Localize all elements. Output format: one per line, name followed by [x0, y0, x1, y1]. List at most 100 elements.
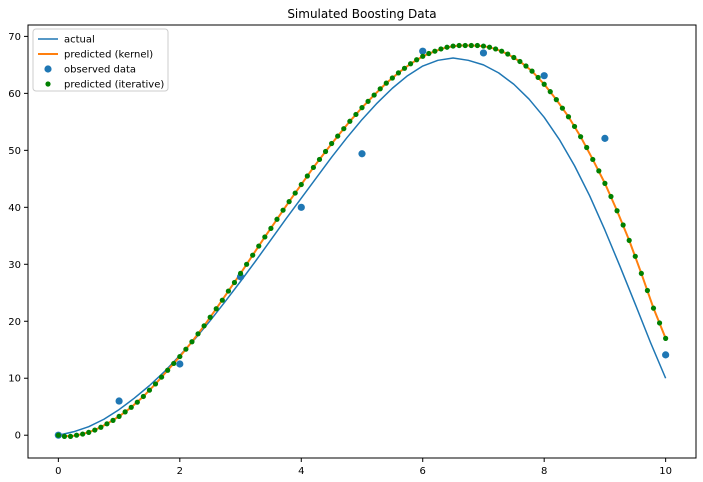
point-predicted-iterative	[626, 237, 632, 243]
point-predicted-iterative	[486, 44, 493, 50]
point-observed-data	[176, 360, 184, 368]
point-predicted-iterative	[383, 80, 389, 86]
point-predicted-iterative	[292, 190, 298, 196]
point-predicted-iterative	[219, 297, 225, 303]
point-predicted-iterative	[365, 98, 371, 104]
point-predicted-iterative	[347, 118, 353, 124]
point-predicted-iterative	[322, 148, 329, 155]
point-predicted-iterative	[656, 320, 663, 326]
y-tick-label: 0	[15, 431, 21, 442]
x-tick-label: 0	[55, 466, 61, 477]
point-observed-data	[479, 49, 488, 57]
point-predicted-iterative	[644, 287, 651, 294]
point-predicted-iterative	[389, 75, 395, 81]
point-predicted-iterative	[432, 48, 438, 54]
point-predicted-iterative	[596, 168, 602, 174]
legend-label-predicted-iterative: predicted (iterative)	[64, 80, 164, 91]
point-predicted-iterative	[584, 144, 590, 151]
legend-label-observed-data: observed data	[64, 65, 136, 76]
point-predicted-iterative	[110, 417, 116, 423]
point-predicted-iterative	[529, 68, 535, 74]
point-predicted-iterative	[244, 261, 250, 267]
point-predicted-iterative	[474, 42, 480, 49]
point-observed-data	[297, 203, 305, 211]
point-predicted-iterative	[444, 44, 450, 50]
point-observed-data	[601, 134, 609, 142]
point-predicted-iterative	[310, 164, 317, 171]
point-predicted-iterative	[371, 92, 377, 98]
point-predicted-iterative	[177, 353, 183, 360]
y-tick-label: 30	[8, 260, 21, 271]
point-predicted-iterative	[456, 42, 462, 49]
point-observed-data	[540, 72, 548, 80]
legend-label-actual: actual	[64, 35, 95, 46]
point-predicted-iterative	[67, 433, 74, 439]
point-predicted-iterative	[98, 424, 104, 430]
point-predicted-iterative	[256, 243, 262, 249]
legend-label-predicted-kernel: predicted (kernel)	[64, 50, 153, 61]
point-predicted-iterative	[140, 393, 146, 400]
point-predicted-iterative	[462, 42, 468, 49]
point-observed-data	[419, 47, 427, 55]
point-predicted-iterative	[201, 323, 207, 329]
point-predicted-iterative	[146, 387, 153, 393]
point-predicted-iterative	[638, 270, 644, 277]
point-predicted-iterative	[468, 42, 474, 49]
point-predicted-iterative	[565, 114, 572, 120]
x-tick-label: 8	[541, 466, 547, 477]
legend-swatch-observed-data	[44, 65, 52, 73]
point-predicted-iterative	[61, 433, 68, 439]
y-tick-label: 50	[8, 146, 21, 157]
point-predicted-iterative	[420, 53, 426, 59]
point-predicted-iterative	[407, 61, 414, 67]
point-predicted-iterative	[195, 331, 201, 337]
point-predicted-iterative	[128, 404, 134, 410]
point-predicted-iterative	[602, 180, 608, 186]
point-predicted-iterative	[614, 208, 620, 214]
x-tick-label: 2	[177, 466, 183, 477]
point-predicted-iterative	[274, 216, 280, 222]
y-tick-label: 10	[8, 374, 21, 385]
point-predicted-iterative	[298, 181, 304, 188]
point-predicted-iterative	[438, 46, 444, 52]
point-predicted-iterative	[547, 89, 553, 95]
point-predicted-iterative	[268, 225, 274, 231]
point-predicted-iterative	[511, 54, 517, 61]
point-predicted-iterative	[620, 222, 626, 228]
point-predicted-iterative	[183, 346, 189, 352]
point-predicted-iterative	[122, 409, 128, 415]
point-predicted-iterative	[189, 339, 195, 345]
point-predicted-iterative	[650, 305, 657, 311]
axes-frame	[27, 24, 697, 459]
point-predicted-iterative	[571, 123, 578, 130]
chart-title: Simulated Boosting Data	[287, 7, 436, 21]
point-predicted-iterative	[414, 57, 420, 63]
point-predicted-iterative	[359, 105, 365, 111]
point-predicted-iterative	[171, 360, 177, 367]
point-predicted-iterative	[608, 193, 614, 200]
point-observed-data	[662, 351, 670, 359]
point-predicted-iterative	[250, 252, 256, 258]
x-tick-label: 4	[298, 466, 304, 477]
point-predicted-iterative	[280, 207, 286, 213]
point-predicted-iterative	[286, 199, 292, 205]
point-predicted-iterative	[134, 399, 140, 405]
point-predicted-iterative	[353, 111, 359, 118]
point-predicted-iterative	[505, 51, 511, 57]
point-predicted-iterative	[329, 140, 335, 147]
y-tick-label: 70	[8, 32, 21, 43]
point-predicted-iterative	[553, 97, 559, 103]
point-predicted-iterative	[480, 43, 487, 49]
point-predicted-iterative	[517, 58, 523, 65]
x-tick-label: 6	[420, 466, 426, 477]
point-predicted-iterative	[401, 65, 408, 71]
point-predicted-iterative	[426, 50, 432, 57]
point-predicted-iterative	[73, 432, 80, 438]
y-tick-label: 20	[8, 317, 21, 328]
x-axis: 0 2 4 6 8 10	[55, 458, 672, 477]
point-predicted-iterative	[80, 431, 86, 437]
point-predicted-iterative	[559, 105, 566, 111]
point-predicted-iterative	[316, 156, 323, 163]
point-predicted-iterative	[450, 43, 456, 49]
legend: actual predicted (kernel) observed data pre…	[32, 28, 169, 92]
